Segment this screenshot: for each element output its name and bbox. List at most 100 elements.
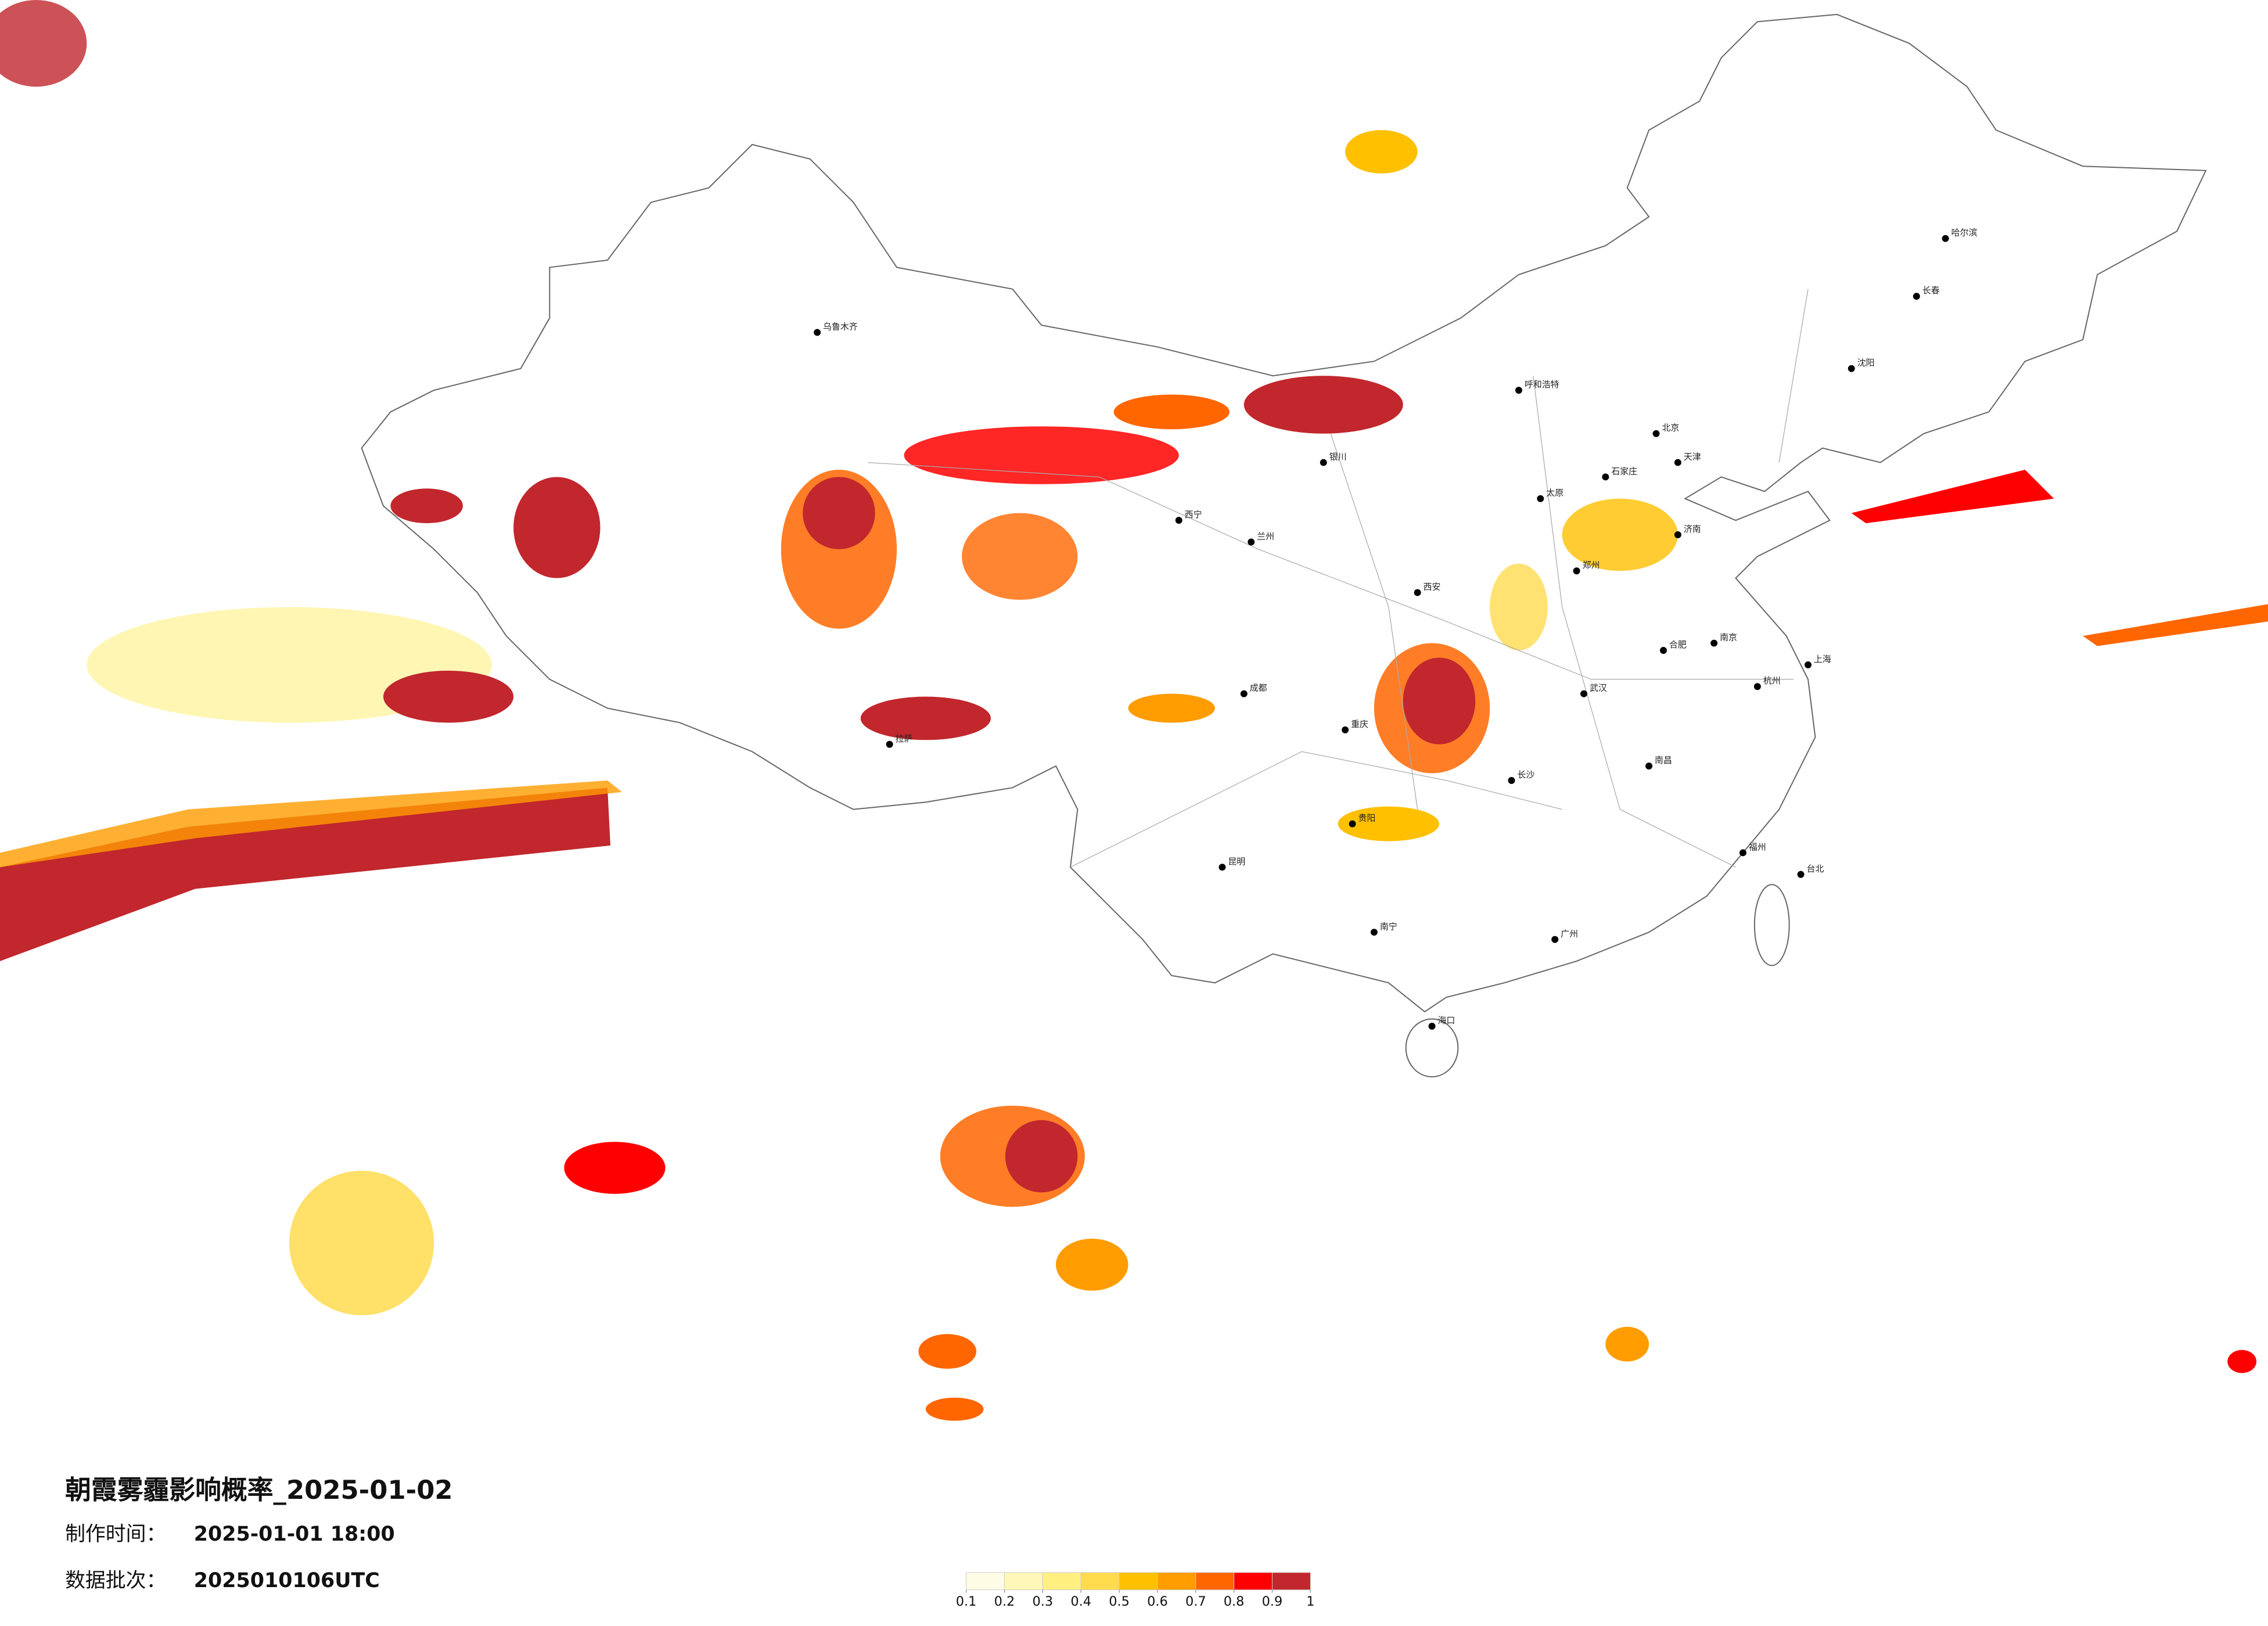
- city-label: 西宁: [1185, 509, 1202, 520]
- city-label: 广州: [1561, 929, 1578, 939]
- haze-area: [1113, 394, 1230, 430]
- city-label: 南昌: [1655, 755, 1672, 765]
- haze-area: [1243, 376, 1403, 434]
- city-label: 济南: [1684, 524, 1701, 534]
- city-dot: [1674, 459, 1681, 466]
- haze-area: [925, 1397, 984, 1421]
- legend-tick-label: 0.4: [1070, 1594, 1091, 1609]
- haze-area: [1851, 469, 2054, 523]
- city-dot: [1660, 647, 1667, 654]
- haze-area: [0, 787, 610, 962]
- legend-tick-label: 0.6: [1147, 1594, 1168, 1609]
- city-dot: [1370, 929, 1378, 936]
- map-title: 朝霞雾霾影响概率_2025-01-02: [65, 1474, 453, 1505]
- city-dot: [1219, 864, 1226, 871]
- city-dot: [1428, 1023, 1436, 1030]
- city-dot: [1913, 293, 1920, 300]
- legend-swatch: [1195, 1572, 1235, 1591]
- haze-area: [2083, 604, 2268, 646]
- legend-swatch: [1119, 1572, 1158, 1591]
- legend-swatch: [1080, 1572, 1120, 1591]
- haze-area: [390, 488, 463, 523]
- haze-area: [962, 513, 1078, 600]
- haze-area: [860, 696, 991, 740]
- haze-area: [904, 426, 1179, 484]
- city-dot: [1739, 849, 1746, 857]
- city-label: 呼和浩特: [1525, 379, 1559, 390]
- haze-area: [1005, 1120, 1078, 1193]
- haze-area: [0, 0, 87, 87]
- batch-label: 数据批次：: [65, 1569, 166, 1592]
- city-dot: [1645, 762, 1653, 770]
- island-outline: [1753, 884, 1790, 966]
- city-label: 石家庄: [1611, 466, 1637, 476]
- haze-area: [289, 1171, 434, 1315]
- legend-tick-label: 0.3: [1033, 1594, 1054, 1609]
- city-dot: [1580, 690, 1588, 697]
- legend-tick-label: 0.5: [1109, 1594, 1130, 1609]
- city-dot: [1848, 365, 1855, 372]
- haze-area: [1128, 693, 1215, 723]
- island-outline: [1405, 1018, 1459, 1078]
- haze-area: [383, 670, 514, 723]
- city-dot: [1805, 661, 1812, 668]
- city-label: 重庆: [1351, 719, 1368, 729]
- city-dot: [1515, 387, 1522, 394]
- legend-tick-label: 0.2: [994, 1594, 1015, 1609]
- legend-swatch: [1157, 1572, 1196, 1591]
- city-dot: [1240, 690, 1248, 697]
- city-label: 长沙: [1517, 769, 1534, 780]
- legend-tick-label: 0.9: [1262, 1594, 1283, 1609]
- city-dot: [1175, 517, 1182, 524]
- haze-area: [2227, 1350, 2257, 1373]
- city-label: 天津: [1684, 451, 1701, 462]
- legend-tick-label: 0.8: [1224, 1594, 1245, 1609]
- city-label: 福州: [1749, 841, 1766, 852]
- made-value: 2025-01-01 18:00: [194, 1523, 395, 1546]
- city-dot: [1573, 567, 1580, 575]
- legend-tick-label: 0.7: [1185, 1594, 1206, 1609]
- province-borders: [868, 289, 1809, 868]
- legend: 0.1 0.2 0.3 0.4 0.5 0.6 0.7 0.8 0.9 1: [956, 1572, 1314, 1609]
- borders: [361, 13, 2207, 1078]
- city-label: 成都: [1250, 683, 1267, 693]
- city-dot: [1674, 531, 1681, 538]
- city-label: 拉萨: [896, 733, 913, 744]
- city-dot: [1342, 726, 1349, 733]
- city-label: 北京: [1662, 423, 1680, 433]
- city-label: 上海: [1814, 654, 1831, 664]
- city-label: 台北: [1807, 864, 1824, 874]
- city-label: 西安: [1424, 581, 1441, 592]
- city-label: 南宁: [1380, 921, 1397, 931]
- made-label: 制作时间：: [65, 1523, 166, 1546]
- city-label: 合肥: [1669, 639, 1687, 650]
- haze-area: [1605, 1326, 1649, 1362]
- city-label: 银川: [1329, 451, 1347, 462]
- haze-area: [1403, 657, 1476, 744]
- city-label: 哈尔滨: [1951, 228, 1978, 238]
- city-dot: [1652, 430, 1660, 437]
- city-dot: [1602, 473, 1609, 481]
- city-dot: [1797, 870, 1805, 878]
- city-label: 长春: [1922, 285, 1940, 296]
- city-dot: [1710, 639, 1718, 647]
- legend-swatch: [1271, 1572, 1311, 1591]
- city-label: 沈阳: [1857, 358, 1875, 368]
- city-dot: [1508, 777, 1515, 784]
- city-dot: [1349, 820, 1356, 828]
- legend-swatch: [1042, 1572, 1081, 1591]
- country-outline: [361, 13, 2207, 1013]
- haze-area: [1338, 806, 1439, 841]
- city-label: 乌鲁木齐: [823, 321, 858, 332]
- haze-area: [1490, 563, 1548, 650]
- haze-area: [0, 780, 622, 868]
- haze-area: [1056, 1238, 1128, 1291]
- city-dot: [1248, 538, 1255, 546]
- haze-area: [918, 1334, 977, 1369]
- legend-tick-label: 1: [1306, 1594, 1314, 1609]
- city-dot: [1942, 235, 1949, 242]
- haze-area: [513, 477, 601, 578]
- city-label: 南京: [1720, 632, 1737, 643]
